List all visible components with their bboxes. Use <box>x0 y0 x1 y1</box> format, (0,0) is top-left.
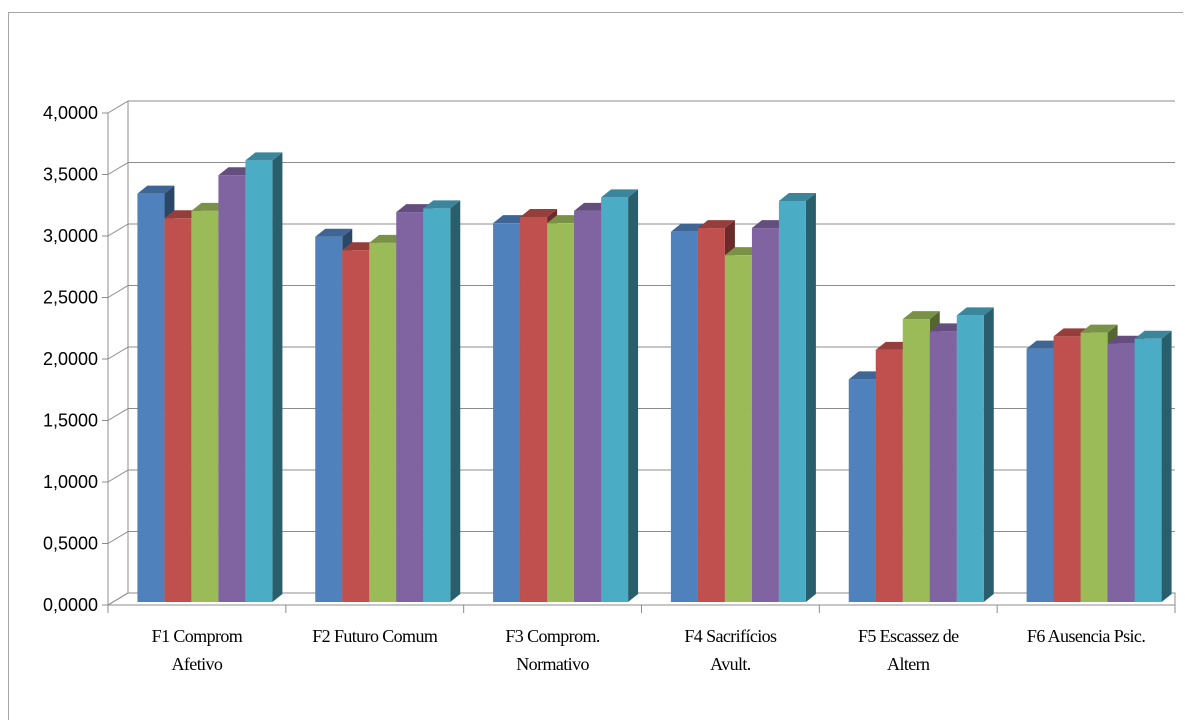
category-labels: F1 Comprom Afetivo F2 Futuro Comum F3 Compr… <box>152 626 1146 674</box>
category-label: F6 Ausencia Psic. <box>1027 626 1145 646</box>
bar <box>956 307 994 602</box>
y-tick-label: 3,0000 <box>43 226 98 246</box>
y-tick-label: 0,5000 <box>43 534 98 554</box>
y-tick-labels: 0,0000 0,5000 1,0000 1,5000 2,0000 2,5000 3,00… <box>43 103 98 615</box>
category-label: F2 Futuro Comum <box>312 626 438 646</box>
bars <box>137 152 1172 603</box>
y-tick-label: 1,0000 <box>43 472 98 492</box>
y-tick-label: 1,5000 <box>43 411 98 431</box>
category-label: Altern <box>887 654 930 674</box>
gridline-depth <box>107 346 129 360</box>
gridline-depth <box>107 531 129 544</box>
category-label: Normativo <box>516 654 589 674</box>
bar <box>1134 330 1172 602</box>
bar <box>245 152 283 602</box>
gridline-depth <box>107 408 129 421</box>
category-label: F5 Escassez de <box>858 626 959 646</box>
bar <box>778 193 816 602</box>
bar <box>423 200 461 602</box>
gridline-depth <box>107 469 129 483</box>
y-tick-label: 2,5000 <box>43 288 98 308</box>
y-tick-label: 4,0000 <box>43 103 98 123</box>
category-label: Avult. <box>710 654 751 674</box>
y-tick-label: 2,0000 <box>43 349 98 369</box>
gridline-depth <box>107 100 129 114</box>
axes <box>102 101 1176 613</box>
chart-frame <box>8 12 1183 720</box>
gridline-depth <box>107 223 129 237</box>
gridline-depth <box>107 162 129 175</box>
category-label: F3 Comprom. <box>505 626 600 646</box>
category-label: Afetivo <box>172 654 223 674</box>
category-label: F1 Comprom <box>152 626 243 646</box>
category-label: F4 Sacrifícios <box>684 626 777 646</box>
gridline-depth <box>107 285 129 298</box>
y-tick-label: 0,0000 <box>43 595 98 615</box>
y-tick-label: 3,5000 <box>43 165 98 185</box>
bar <box>601 189 639 602</box>
